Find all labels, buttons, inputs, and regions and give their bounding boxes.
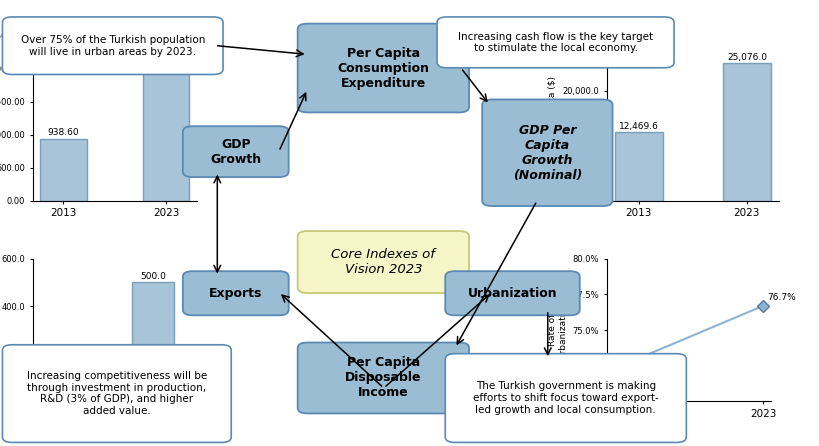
Bar [143,65,189,201]
Bar [614,132,663,201]
Text: Per Capita
Disposable
Income: Per Capita Disposable Income [345,356,421,400]
Text: Per Capita
Consumption
Expenditure: Per Capita Consumption Expenditure [337,46,429,90]
Text: 160.4: 160.4 [48,353,73,362]
Text: 500.0: 500.0 [140,272,165,281]
Text: GDP Per
Capita
Growth
(Nominal): GDP Per Capita Growth (Nominal) [512,124,581,182]
Text: Increasing cash flow is the key target
to stimulate the local economy.: Increasing cash flow is the key target t… [458,32,652,53]
Text: Core Indexes of
Vision 2023: Core Indexes of Vision 2023 [331,248,435,276]
Bar [132,282,174,401]
Text: Increasing competitiveness will be
through investment in production,
R&D (3% of : Increasing competitiveness will be throu… [27,371,206,416]
Text: 76.7%: 76.7% [766,293,794,302]
Bar [40,139,87,201]
Text: Over 75% of the Turkish population
will live in urban areas by 2023.: Over 75% of the Turkish population will … [20,35,205,57]
Text: 938.60: 938.60 [48,128,79,137]
Text: The Turkish government is making
efforts to shift focus toward export-
led growt: The Turkish government is making efforts… [473,381,658,415]
Text: 2,064.00: 2,064.00 [146,54,186,63]
Y-axis label: Rate of
Urbanization: Rate of Urbanization [547,301,566,359]
Text: Urbanization: Urbanization [467,287,557,300]
Text: 25,076.0: 25,076.0 [726,53,766,62]
Text: 72.3%: 72.3% [567,356,595,365]
Text: Exports: Exports [209,287,262,300]
Text: GDP
Growth: GDP Growth [210,138,261,165]
Bar [722,63,770,201]
Y-axis label: GDP per Capita ($): GDP per Capita ($) [547,76,556,161]
Bar [39,363,81,401]
Text: 12,469.6: 12,469.6 [618,122,658,131]
